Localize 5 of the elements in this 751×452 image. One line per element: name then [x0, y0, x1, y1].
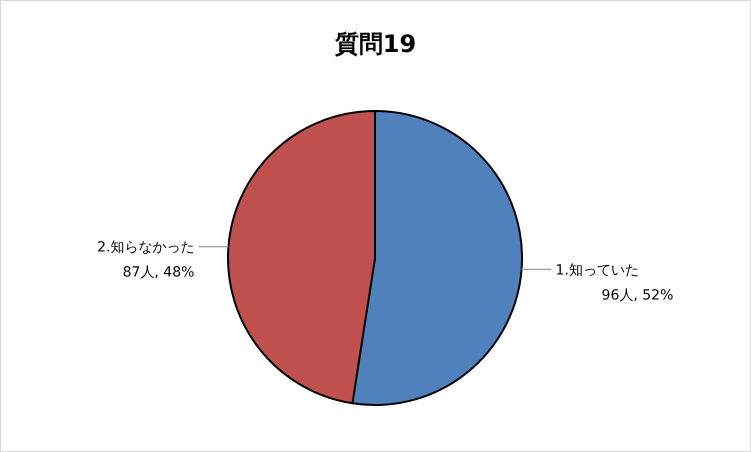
- data-label: 96人, 52%: [602, 287, 674, 304]
- chart-title: 質問19: [334, 30, 416, 58]
- slice-label: 2.知らなかった: [97, 240, 194, 256]
- data-label: 87人, 48%: [122, 264, 194, 281]
- slice-label: 1.知っていた: [556, 262, 639, 278]
